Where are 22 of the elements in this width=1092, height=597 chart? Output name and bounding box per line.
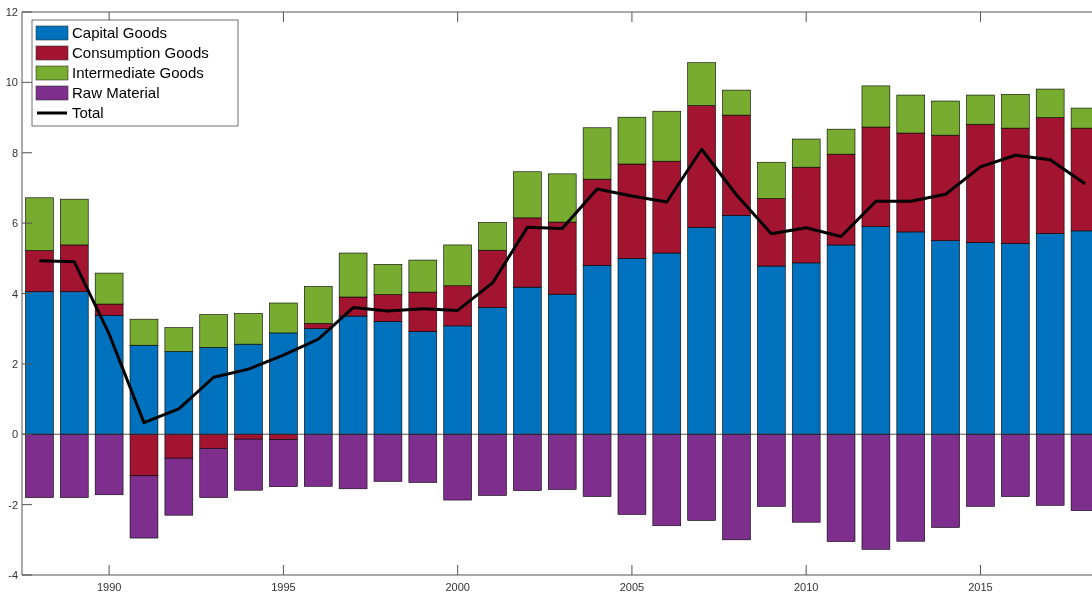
y-tick-label: 4 <box>11 287 18 300</box>
bar <box>269 439 298 487</box>
bar <box>234 438 263 491</box>
x-tick-label: 2005 <box>619 581 645 593</box>
x-tick-label: 2010 <box>793 581 819 593</box>
legend-label: Total <box>72 104 104 121</box>
x-tick-label: 1990 <box>96 581 122 593</box>
y-tick-label: 10 <box>5 76 18 89</box>
y-tick-label: 2 <box>11 357 18 370</box>
y-tick-label: -2 <box>8 498 18 511</box>
x-tick-label: 1995 <box>271 581 296 593</box>
y-tick-label: 6 <box>11 217 18 230</box>
y-tick-label: -4 <box>8 569 18 581</box>
y-tick-label: 0 <box>11 428 18 441</box>
y-tick-label: 8 <box>11 146 18 159</box>
x-tick-label: 2015 <box>968 581 993 593</box>
x-tick-label: 2000 <box>445 581 470 593</box>
legend-label: Capital Goods <box>72 24 168 41</box>
legend-label: Raw Material <box>72 84 160 101</box>
legend-label: Intermediate Goods <box>72 64 204 81</box>
legend-label: Consumption Goods <box>72 44 209 61</box>
y-tick-label: 12 <box>5 6 18 18</box>
